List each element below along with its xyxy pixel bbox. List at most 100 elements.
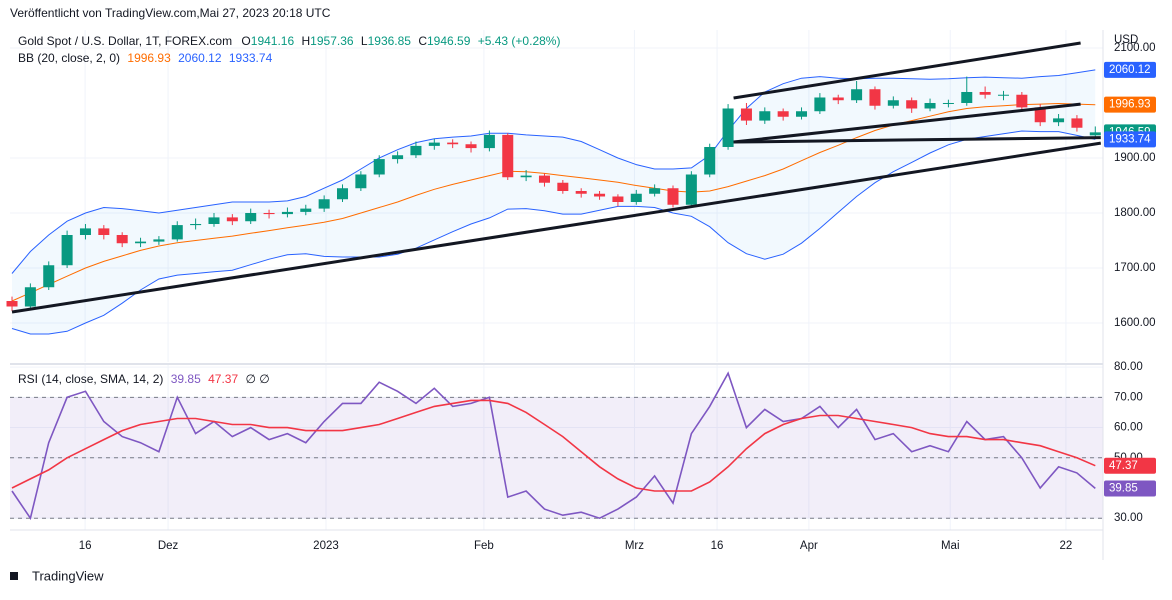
- candle-body: [24, 287, 36, 307]
- price-tag: [1104, 131, 1156, 148]
- axis-unit: USD: [1114, 34, 1138, 46]
- rsi-sma-value: 47.37: [208, 372, 238, 386]
- candle-body: [6, 301, 18, 307]
- candle-body: [373, 159, 385, 175]
- candle-body: [465, 144, 477, 149]
- candle-body: [575, 190, 587, 194]
- x-tick-label: 16: [711, 540, 724, 552]
- rsi-value: 39.85: [171, 372, 201, 386]
- candle-body: [704, 146, 716, 175]
- bb-lower: [11, 130, 1096, 335]
- candle-body: [300, 208, 312, 212]
- trendline: [11, 141, 1102, 314]
- c-label: C: [418, 34, 427, 48]
- l-label: L: [361, 34, 368, 48]
- candle-body: [153, 239, 165, 242]
- candle-body: [961, 91, 973, 103]
- trendline: [733, 102, 1081, 144]
- candle-body: [355, 174, 367, 189]
- candle-body: [428, 142, 440, 146]
- candle-body: [924, 102, 936, 109]
- candle-body: [43, 265, 55, 288]
- bb-fill: [12, 69, 1096, 335]
- price-tag: [1104, 457, 1156, 474]
- bb-middle: [11, 102, 1096, 302]
- o-label: O: [241, 34, 250, 48]
- bb-upper: [11, 69, 1096, 274]
- bb-middle: 1996.93: [127, 51, 171, 65]
- candle-body: [1053, 118, 1065, 123]
- candle-body: [483, 134, 495, 149]
- bb-name: BB (20, close, 2, 0): [18, 51, 120, 65]
- l-value: 1936.85: [368, 34, 412, 48]
- candle-body: [630, 193, 642, 202]
- candle-body: [263, 212, 275, 215]
- logo-text: TradingView: [32, 568, 104, 583]
- x-tick-label: Apr: [800, 540, 818, 552]
- price-tag: [1104, 61, 1156, 78]
- rsi-extra: ∅ ∅: [245, 372, 269, 386]
- candle-body: [979, 91, 991, 95]
- candle-body: [79, 228, 91, 235]
- price-tag-label: 1996.93: [1109, 99, 1151, 111]
- y-tick-label: 2100.00: [1114, 42, 1156, 54]
- x-tick-label: Mai: [941, 540, 960, 552]
- candle-body: [740, 108, 752, 121]
- candle-body: [685, 174, 697, 205]
- logo: TradingView: [10, 568, 104, 583]
- candle-body: [814, 97, 826, 112]
- pane-separator: [10, 363, 1103, 365]
- price-tag-label: 47.37: [1109, 460, 1138, 472]
- price-tag-label: 2060.12: [1109, 64, 1151, 76]
- price-tag-label: 39.85: [1109, 482, 1138, 494]
- h-label: H: [302, 34, 311, 48]
- plots: [6, 30, 1103, 530]
- candle-body: [337, 188, 349, 200]
- symbol: Gold Spot / U.S. Dollar, 1T, FOREX.com: [18, 34, 232, 48]
- y-tick-label: 1600.00: [1114, 317, 1156, 329]
- published-note: Veröffentlicht von TradingView.com,Mai 2…: [10, 6, 331, 20]
- candle-body: [777, 111, 789, 117]
- candle-body: [942, 102, 954, 104]
- candle-body: [1089, 132, 1101, 136]
- y-tick-label: 70.00: [1114, 391, 1143, 403]
- o-value: 1941.16: [251, 34, 295, 48]
- candle-body: [997, 94, 1009, 96]
- legend-main: Gold Spot / U.S. Dollar, 1T, FOREX.com O…: [18, 34, 560, 48]
- candle-body: [759, 111, 771, 121]
- y-tick-label: 80.00: [1114, 361, 1143, 373]
- y-tick-label: 1900.00: [1114, 152, 1156, 164]
- candle-body: [722, 108, 734, 147]
- candle-body: [318, 199, 330, 209]
- y-tick-label: 60.00: [1114, 422, 1143, 434]
- candle-body: [226, 217, 238, 222]
- candle-body: [171, 225, 183, 240]
- candle-body: [190, 223, 202, 226]
- candle-body: [667, 188, 679, 205]
- price-tag: [1104, 480, 1156, 497]
- candle-body: [1034, 107, 1046, 123]
- candle-body: [245, 212, 257, 222]
- candle-body: [410, 145, 422, 156]
- candle-body: [612, 196, 624, 202]
- c-value: 1946.59: [427, 34, 471, 48]
- bb-upper: 2060.12: [178, 51, 222, 65]
- candle-body: [649, 188, 661, 194]
- y-tick-label: 30.00: [1114, 512, 1143, 524]
- h-value: 1957.36: [310, 34, 354, 48]
- candle-body: [1071, 118, 1083, 128]
- x-tick-label: Dez: [158, 540, 179, 552]
- x-tick-label: 16: [79, 540, 92, 552]
- candle-body: [887, 100, 899, 106]
- candle-body: [594, 193, 606, 197]
- x-tick-label: Feb: [474, 540, 494, 552]
- candle-body: [447, 142, 459, 145]
- rsi-name: RSI (14, close, SMA, 14, 2): [18, 372, 163, 386]
- candle-body: [502, 134, 514, 178]
- y-tick-label: 1700.00: [1114, 262, 1156, 274]
- change: +5.43 (+0.28%): [478, 34, 561, 48]
- candle-body: [851, 89, 863, 101]
- x-tick-label: 2023: [313, 540, 339, 552]
- candle-body: [135, 241, 147, 244]
